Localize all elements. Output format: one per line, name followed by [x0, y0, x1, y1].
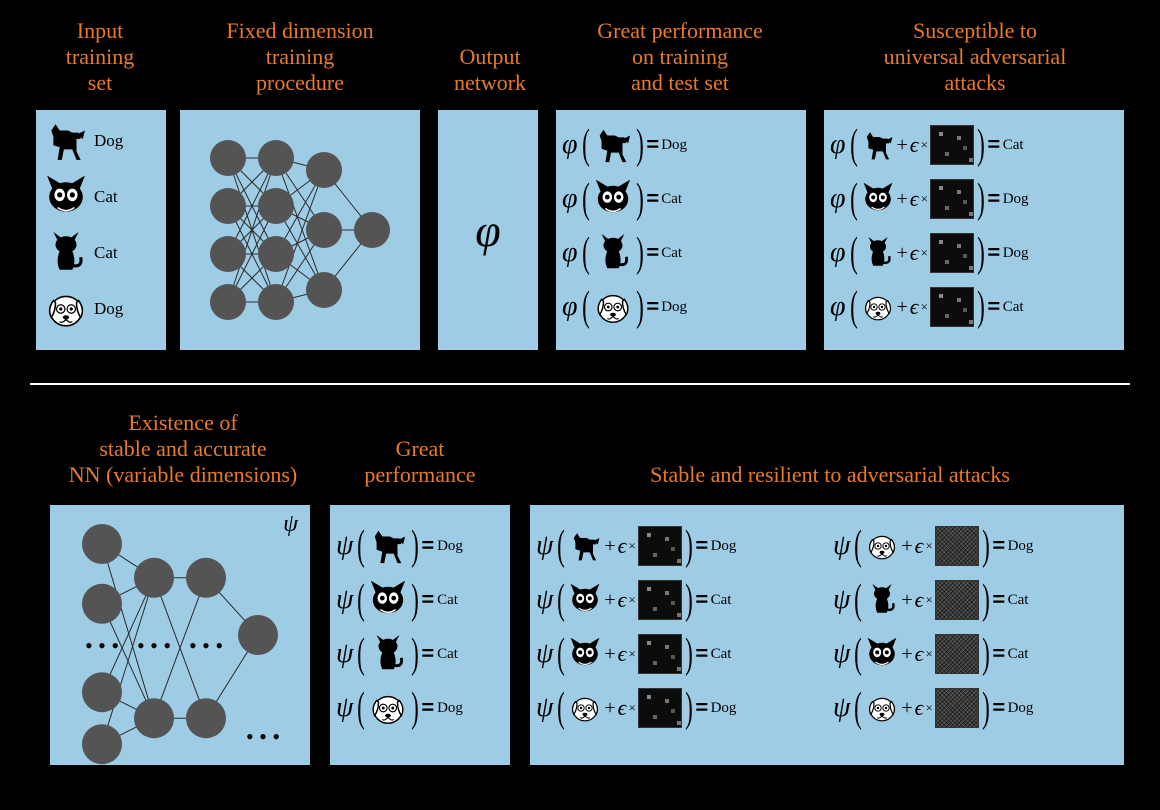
cat1-icon: [862, 183, 894, 215]
heading-bot-perf: Great performance: [335, 436, 505, 488]
svg-text:• • •: • • •: [85, 633, 119, 658]
noise-patch: [935, 526, 979, 566]
training-label: Dog: [94, 131, 123, 151]
heading-procedure: Fixed dimension training procedure: [190, 18, 410, 96]
nn-top-svg: [180, 110, 420, 350]
eq-row: ψ ( ) = Cat: [336, 629, 504, 679]
heading-perf: Great performance on training and test s…: [560, 18, 800, 96]
cat1-icon: [45, 176, 87, 218]
training-label: Cat: [94, 243, 118, 263]
heading-output: Output network: [440, 44, 540, 96]
dog2-icon: [45, 288, 87, 330]
eq-adv-row: ψ ( + ϵ × ) = Dog: [833, 683, 1118, 733]
cat2-icon: [369, 635, 407, 673]
dog2-icon: [866, 530, 898, 562]
panel-top-perf: φ ( ) = Dog φ ( ) = Cat φ ( ) = Cat φ ( …: [556, 110, 806, 350]
eq-row: φ ( ) = Dog: [562, 282, 800, 332]
eq-row: ψ ( ) = Dog: [336, 683, 504, 733]
heading-input: Input training set: [40, 18, 160, 96]
cat2-icon: [862, 237, 894, 269]
eq-adv-row: φ ( + ϵ × ) = Dog: [830, 174, 1118, 224]
panel-stable: ψ ( + ϵ × ) = Dog ψ ( + ϵ × ) = Cat ψ ( …: [530, 505, 1124, 765]
noise-patch: [930, 233, 974, 273]
heading-adv: Susceptible to universal adversarial att…: [830, 18, 1120, 96]
divider: [30, 383, 1130, 385]
cat2-icon: [594, 234, 632, 272]
eq-adv-row: ψ ( + ϵ × ) = Dog: [536, 521, 821, 571]
dog2-icon: [866, 692, 898, 724]
training-row: Dog: [44, 284, 158, 334]
cat1-icon: [569, 638, 601, 670]
noise-patch: [935, 580, 979, 620]
eq-row: φ ( ) = Cat: [562, 228, 800, 278]
dog1-icon: [369, 527, 407, 565]
panel-nn-top: [180, 110, 420, 350]
phi-symbol: φ: [475, 204, 500, 257]
noise-patch: [638, 526, 682, 566]
dog1-icon: [594, 126, 632, 164]
dog2-icon: [594, 288, 632, 326]
noise-patch: [935, 634, 979, 674]
cat2-icon: [45, 232, 87, 274]
training-label: Dog: [94, 299, 123, 319]
cat1-icon: [569, 584, 601, 616]
cat2-icon: [866, 584, 898, 616]
cat1-icon: [866, 638, 898, 670]
noise-patch: [930, 125, 974, 165]
eq-adv-row: ψ ( + ϵ × ) = Cat: [536, 629, 821, 679]
training-row: Dog: [44, 116, 158, 166]
dog2-icon: [569, 692, 601, 724]
heading-stable: Stable and resilient to adversarial atta…: [540, 462, 1120, 488]
training-label: Cat: [94, 187, 118, 207]
heading-exist: Existence of stable and accurate NN (var…: [38, 410, 328, 488]
svg-text:• • •: • • •: [246, 724, 280, 749]
dog1-icon: [45, 120, 87, 162]
eq-adv-row: ψ ( + ϵ × ) = Cat: [833, 575, 1118, 625]
eq-adv-row: φ ( + ϵ × ) = Cat: [830, 120, 1118, 170]
eq-adv-row: φ ( + ϵ × ) = Dog: [830, 228, 1118, 278]
eq-row: ψ ( ) = Dog: [336, 521, 504, 571]
dog2-icon: [862, 291, 894, 323]
eq-adv-row: ψ ( + ϵ × ) = Dog: [833, 521, 1118, 571]
dog1-icon: [862, 129, 894, 161]
eq-row: φ ( ) = Dog: [562, 120, 800, 170]
noise-patch: [638, 580, 682, 620]
panel-top-adv: φ ( + ϵ × ) = Cat φ ( + ϵ × ) = Dog φ ( …: [824, 110, 1124, 350]
psi-corner: ψ: [283, 511, 298, 538]
eq-adv-row: ψ ( + ϵ × ) = Cat: [833, 629, 1118, 679]
svg-text:• • •: • • •: [137, 633, 171, 658]
dog2-icon: [369, 689, 407, 727]
noise-patch: [935, 688, 979, 728]
eq-row: φ ( ) = Cat: [562, 174, 800, 224]
cat1-icon: [594, 180, 632, 218]
noise-patch: [638, 688, 682, 728]
training-row: Cat: [44, 228, 158, 278]
panel-output: φ: [438, 110, 538, 350]
eq-adv-row: ψ ( + ϵ × ) = Cat: [536, 575, 821, 625]
noise-patch: [930, 179, 974, 219]
noise-patch: [930, 287, 974, 327]
panel-bot-perf: ψ ( ) = Dog ψ ( ) = Cat ψ ( ) = Cat ψ ( …: [330, 505, 510, 765]
cat1-icon: [369, 581, 407, 619]
dog1-icon: [569, 530, 601, 562]
eq-row: ψ ( ) = Cat: [336, 575, 504, 625]
panel-nn-bottom: ψ • • • • • • • • • • • •: [50, 505, 310, 765]
svg-text:• • •: • • •: [189, 633, 223, 658]
panel-training-set: Dog Cat Cat Dog: [36, 110, 166, 350]
training-row: Cat: [44, 172, 158, 222]
noise-patch: [638, 634, 682, 674]
eq-adv-row: φ ( + ϵ × ) = Cat: [830, 282, 1118, 332]
eq-adv-row: ψ ( + ϵ × ) = Dog: [536, 683, 821, 733]
nn-bot-svg: • • • • • • • • • • • •: [50, 505, 310, 765]
